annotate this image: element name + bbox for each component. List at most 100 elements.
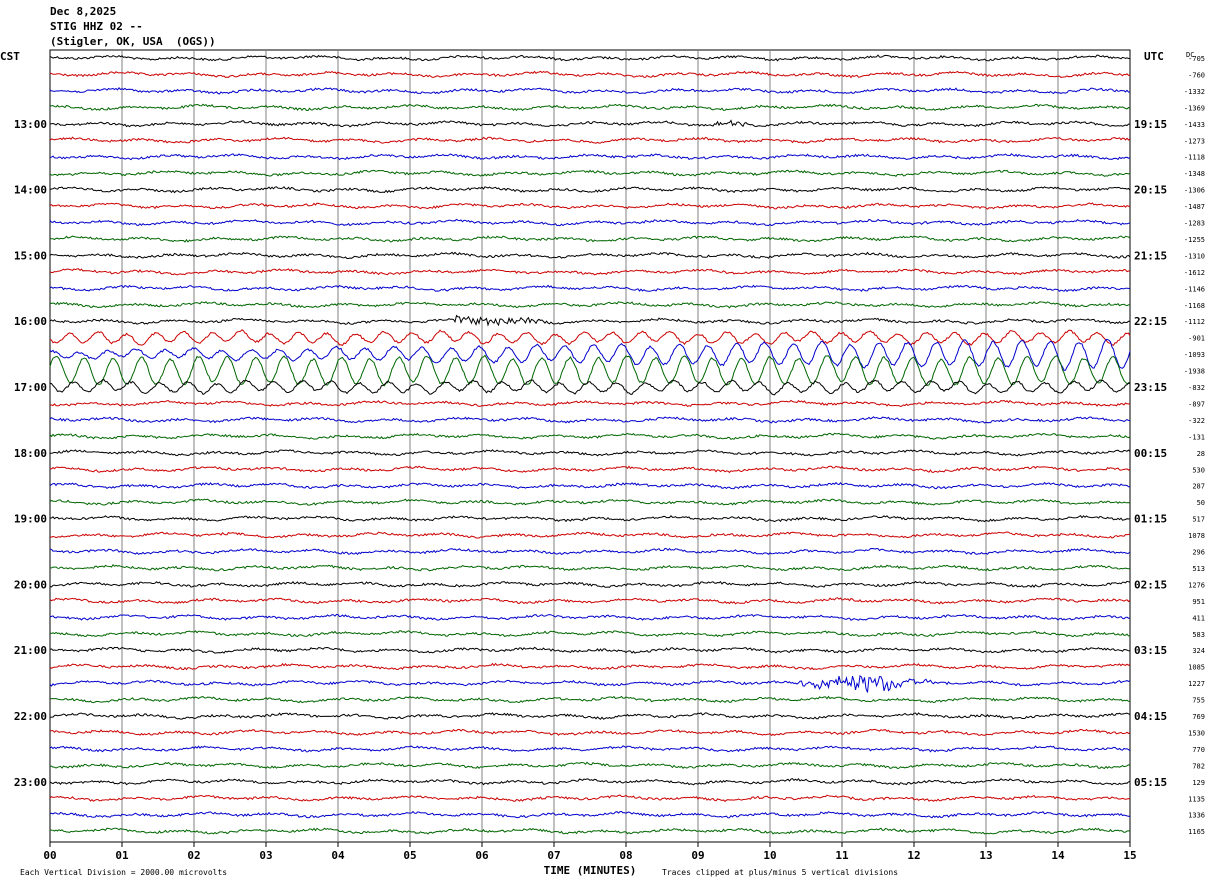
- seismic-trace: [49, 399, 1131, 408]
- dc-offset-value: -1118: [1184, 154, 1205, 162]
- left-hour-label: 21:00: [14, 644, 47, 657]
- seismic-trace: [49, 416, 1131, 424]
- dc-offset-value: -1168: [1184, 302, 1205, 310]
- dc-offset-value: 296: [1192, 549, 1205, 557]
- chart-date: Dec 8,2025: [50, 5, 117, 18]
- seismic-trace: [49, 580, 1131, 589]
- dc-offset-value: 287: [1192, 483, 1205, 491]
- dc-offset-value: 782: [1192, 762, 1205, 770]
- seismic-trace: [49, 498, 1131, 506]
- dc-offset-value: 1227: [1188, 680, 1205, 688]
- seismic-trace: [49, 329, 1131, 347]
- dc-offset-value: -1332: [1184, 88, 1205, 96]
- seismic-trace: [49, 745, 1131, 753]
- dc-offset-value: -322: [1188, 417, 1205, 425]
- left-hour-label: 13:00: [14, 118, 47, 131]
- seismic-trace: [49, 712, 1131, 720]
- dc-offset-value: -131: [1188, 433, 1205, 441]
- right-hour-label: 02:15: [1134, 578, 1167, 591]
- seismic-trace: [49, 153, 1131, 161]
- seismic-trace: [49, 284, 1131, 293]
- seismic-trace: [49, 547, 1131, 556]
- dc-offset-value: -1369: [1184, 104, 1205, 112]
- seismic-trace: [49, 379, 1131, 396]
- station-location: (Stigler, OK, USA (OGS)): [50, 35, 216, 48]
- plot-frame: [49, 49, 1131, 843]
- x-tick-label: 01: [115, 849, 129, 862]
- x-axis-title: TIME (MINUTES): [544, 864, 637, 877]
- seismic-trace: [49, 54, 1131, 62]
- x-tick-label: 15: [1123, 849, 1136, 862]
- left-hour-label: 23:00: [14, 776, 47, 789]
- dc-offset-value: -1938: [1184, 368, 1205, 376]
- seismic-trace: [49, 235, 1131, 243]
- dc-offset-value: -901: [1188, 335, 1205, 343]
- dc-offset-value: 1085: [1188, 664, 1205, 672]
- dc-offset-value: -1255: [1184, 236, 1205, 244]
- x-tick-label: 07: [547, 849, 560, 862]
- dc-offset-value: 513: [1192, 565, 1205, 573]
- x-tick-label: 02: [187, 849, 200, 862]
- seismic-trace: [49, 202, 1131, 210]
- dc-offset-value: 517: [1192, 516, 1205, 524]
- x-tick-label: 06: [475, 849, 489, 862]
- right-hour-label: 03:15: [1134, 644, 1167, 657]
- seismic-trace: [49, 251, 1131, 259]
- dc-offset-value: 951: [1192, 598, 1205, 606]
- seismic-trace: [49, 662, 1131, 671]
- seismic-trace: [49, 354, 1131, 387]
- right-hour-label: 22:15: [1134, 315, 1167, 328]
- dc-offset-value: -1310: [1184, 252, 1205, 260]
- left-hour-label: 19:00: [14, 513, 47, 526]
- dc-offset-value: 583: [1192, 631, 1205, 639]
- dc-offset-value: -1146: [1184, 285, 1205, 293]
- seismic-trace: [49, 827, 1131, 835]
- seismic-trace: [49, 630, 1131, 638]
- seismic-trace: [49, 218, 1131, 227]
- left-hour-label: 20:00: [14, 578, 47, 591]
- left-hour-label: 15:00: [14, 249, 47, 262]
- seismic-trace: [49, 169, 1131, 177]
- dc-offset-value: -1093: [1184, 351, 1205, 359]
- seismic-trace: [49, 674, 1131, 693]
- dc-offset-value: -1306: [1184, 187, 1205, 195]
- dc-offset-value: 129: [1192, 779, 1205, 787]
- dc-offset-value: 755: [1192, 697, 1205, 705]
- seismic-trace: [49, 268, 1130, 276]
- seismic-trace: [49, 728, 1131, 737]
- dc-offset-value: -705: [1188, 55, 1205, 63]
- x-tick-label: 11: [835, 849, 849, 862]
- x-tick-label: 00: [43, 849, 56, 862]
- x-tick-label: 04: [331, 849, 345, 862]
- dc-offset-value: -1112: [1184, 318, 1205, 326]
- seismic-trace: [49, 103, 1131, 112]
- seismic-trace: [49, 761, 1131, 770]
- right-hour-label: 04:15: [1134, 710, 1167, 723]
- dc-offset-value: 1078: [1188, 532, 1205, 540]
- seismic-trace: [49, 613, 1131, 621]
- x-tick-label: 10: [763, 849, 776, 862]
- dc-offset-header: DC: [1186, 51, 1194, 59]
- seismic-trace: [49, 70, 1131, 79]
- x-tick-label: 09: [691, 849, 704, 862]
- dc-offset-value: -1433: [1184, 121, 1205, 129]
- dc-offset-value: -1612: [1184, 269, 1205, 277]
- dc-offset-value: 770: [1192, 746, 1205, 754]
- dc-offset-value: -1273: [1184, 137, 1205, 145]
- right-hour-label: 05:15: [1134, 776, 1167, 789]
- dc-offset-value: -1348: [1184, 170, 1205, 178]
- seismic-trace: [49, 695, 1131, 704]
- dc-offset-value: -1487: [1184, 203, 1205, 211]
- seismic-trace: [49, 314, 1131, 327]
- x-tick-label: 08: [619, 849, 632, 862]
- dc-offset-value: -760: [1188, 71, 1205, 79]
- right-hour-label: 20:15: [1134, 184, 1167, 197]
- seismic-trace: [49, 432, 1131, 441]
- left-hour-label: 14:00: [14, 184, 47, 197]
- right-timezone-label: UTC: [1144, 50, 1164, 63]
- seismic-trace: [49, 465, 1131, 474]
- right-hour-label: 19:15: [1134, 118, 1167, 131]
- dc-offset-value: 769: [1192, 713, 1205, 721]
- dc-offset-value: 411: [1192, 614, 1205, 622]
